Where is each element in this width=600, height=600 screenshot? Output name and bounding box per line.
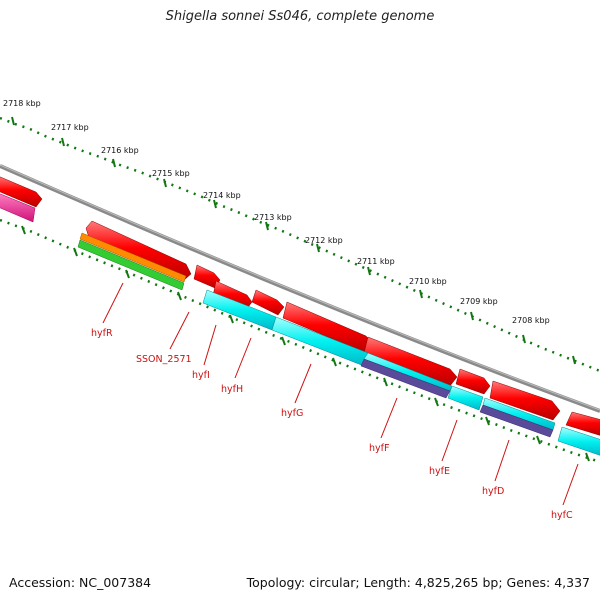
backbone-highlight	[0, 164, 600, 411]
kbp-ruler: 2718 kbp 2717 kbp 2716 kbp 2715 kbp 2714…	[0, 99, 600, 373]
gene-label-hyfD: hyfD	[482, 486, 504, 497]
kbp-label: 2712 kbp	[305, 236, 343, 245]
major-ticks	[11, 116, 576, 365]
kbp-label: 2710 kbp	[409, 277, 447, 286]
cds-arrow	[455, 368, 491, 395]
cds-arrow	[0, 176, 43, 208]
kbp-label: 2713 kbp	[254, 213, 292, 222]
gene-label-hyfR: hyfR	[91, 328, 113, 339]
cog-bar	[360, 358, 451, 399]
gene-label-hyfH: hyfH	[221, 384, 243, 395]
gene-labels: hyfR SSON_2571 hyfI hyfH hyfG hyfF hyfE …	[91, 328, 573, 521]
minor-ticks	[0, 116, 600, 373]
kbp-label: 2717 kbp	[51, 123, 89, 132]
kbp-label: 2718 kbp	[3, 99, 41, 108]
gene-label-hyfF: hyfF	[369, 443, 389, 454]
kbp-label: 2714 kbp	[203, 191, 241, 200]
accession-text: Accession: NC_007384	[9, 575, 152, 590]
cog-track	[0, 193, 600, 456]
cog-bar	[479, 404, 554, 438]
cog-bar	[557, 426, 600, 456]
gene-label-sson-2571: SSON_2571	[136, 354, 192, 365]
cog-bar	[77, 239, 185, 291]
gene-label-hyfE: hyfE	[429, 466, 450, 477]
kbp-label: 2716 kbp	[101, 146, 139, 155]
cog-bar	[0, 193, 36, 223]
cds-arrow	[489, 380, 561, 421]
cog-bar	[447, 385, 484, 411]
cds-arrow	[565, 411, 600, 436]
kbp-label: 2708 kbp	[512, 316, 550, 325]
map-title: Shigella sonnei Ss046, complete genome	[165, 9, 435, 24]
kbp-label: 2715 kbp	[152, 169, 190, 178]
forward-cds-track	[0, 176, 600, 436]
cog-bar	[79, 232, 187, 283]
genome-backbone	[0, 164, 600, 413]
genome-summary-text: Topology: circular; Length: 4,825,265 bp…	[246, 575, 590, 590]
gene-leaders	[102, 282, 579, 506]
kbp-label: 2711 kbp	[357, 257, 395, 266]
inner-ruler	[0, 218, 600, 464]
gene-label-hyfC: hyfC	[551, 510, 573, 521]
cds-arrow	[251, 289, 285, 316]
cds-arrow	[363, 336, 458, 387]
kbp-label: 2709 kbp	[460, 297, 498, 306]
gene-label-hyfG: hyfG	[281, 408, 303, 419]
gene-label-hyfI: hyfI	[192, 370, 210, 381]
inner-major-ticks	[21, 225, 590, 462]
